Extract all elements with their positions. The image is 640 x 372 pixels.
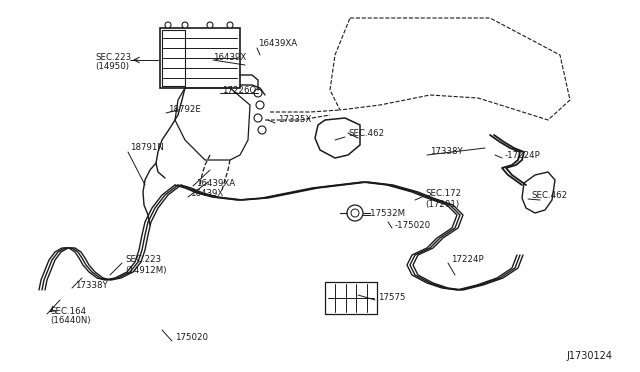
Text: 17335X: 17335X (278, 115, 312, 125)
Text: (14912M): (14912M) (125, 266, 166, 275)
Text: SEC.223: SEC.223 (125, 256, 161, 264)
Text: SEC.462: SEC.462 (348, 128, 384, 138)
Text: (14950): (14950) (95, 62, 129, 71)
Text: SEC.462: SEC.462 (531, 192, 567, 201)
Text: SEC.223: SEC.223 (95, 52, 131, 61)
Text: 17338Y: 17338Y (75, 280, 108, 289)
Circle shape (182, 22, 188, 28)
Circle shape (227, 22, 233, 28)
Circle shape (165, 22, 171, 28)
Text: 16439XA: 16439XA (258, 39, 297, 48)
Text: J1730124: J1730124 (566, 351, 612, 361)
Text: 18792E: 18792E (168, 105, 201, 113)
Text: 16439X: 16439X (190, 189, 223, 199)
Text: 17575: 17575 (378, 292, 406, 301)
Text: (17201): (17201) (425, 199, 459, 208)
Text: -17532M: -17532M (368, 208, 406, 218)
Text: 16439XA: 16439XA (196, 179, 235, 187)
Text: 18791N: 18791N (130, 144, 164, 153)
Text: -175020: -175020 (395, 221, 431, 230)
Text: (16440N): (16440N) (50, 317, 91, 326)
Text: SEC.164: SEC.164 (50, 307, 86, 315)
Text: 17338Y: 17338Y (430, 148, 463, 157)
Text: 17224P: 17224P (451, 256, 484, 264)
Text: SEC.172: SEC.172 (425, 189, 461, 199)
Text: 17226Q: 17226Q (222, 86, 256, 94)
Circle shape (207, 22, 213, 28)
Text: 175020: 175020 (175, 334, 208, 343)
Text: -17224P: -17224P (505, 151, 541, 160)
Text: 16439X: 16439X (213, 52, 246, 61)
